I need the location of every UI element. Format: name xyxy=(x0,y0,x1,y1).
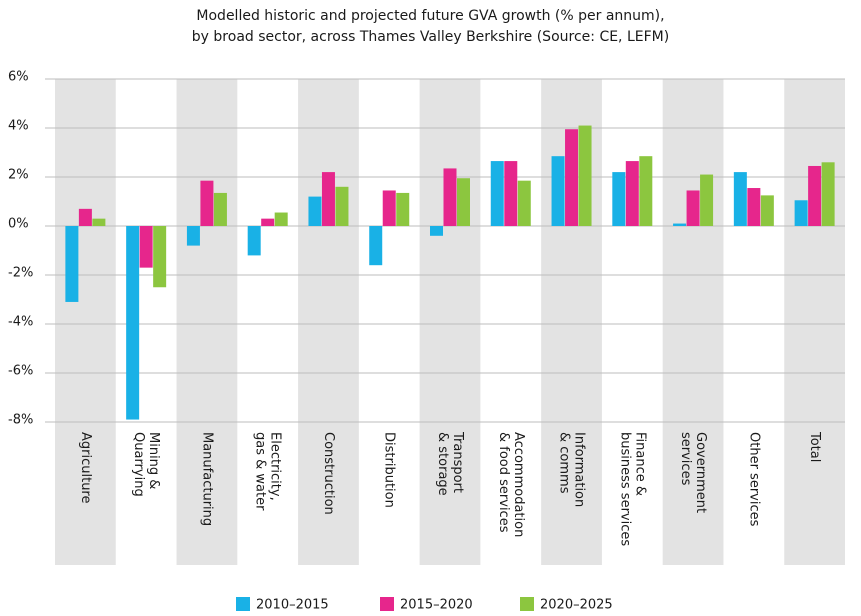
bar xyxy=(139,226,153,268)
y-tick-label: -6% xyxy=(8,364,33,379)
x-tick-label: Information & comms xyxy=(556,432,587,508)
bar xyxy=(78,208,92,226)
x-tick-label: Electricity, gas & water xyxy=(252,432,283,511)
bar xyxy=(65,226,79,302)
bar xyxy=(457,178,470,226)
bar xyxy=(673,223,687,226)
y-tick-label: -2% xyxy=(8,266,33,281)
bar xyxy=(578,125,592,226)
bar xyxy=(274,212,288,226)
bar xyxy=(565,129,579,226)
legend-label: 2015–2020 xyxy=(400,598,473,613)
legend-swatch xyxy=(520,597,534,611)
bar xyxy=(247,226,261,256)
bar xyxy=(126,226,140,420)
y-tick-label: -8% xyxy=(8,413,33,428)
legend-label: 2010–2015 xyxy=(256,598,329,613)
bar xyxy=(382,190,396,226)
bar xyxy=(794,200,808,226)
bar xyxy=(504,161,518,226)
y-tick-label: 4% xyxy=(8,119,29,134)
x-tick-label: Government services xyxy=(678,432,709,514)
x-tick-label: Mining & Quarrying xyxy=(131,432,162,497)
band-shade xyxy=(662,79,724,565)
x-tick-label: Manufacturing xyxy=(199,432,215,527)
bar xyxy=(92,218,106,226)
band-shade xyxy=(298,79,359,565)
legend-swatch xyxy=(380,597,394,611)
bar xyxy=(760,195,774,226)
bar xyxy=(261,218,275,226)
bar xyxy=(612,172,626,226)
y-tick-label: 0% xyxy=(8,217,29,232)
bar xyxy=(186,226,200,246)
bar xyxy=(490,161,504,226)
bar xyxy=(153,226,167,288)
chart-title: by broad sector, across Thames Valley Be… xyxy=(191,29,670,45)
band-shade xyxy=(55,79,116,565)
y-tick-label: 6% xyxy=(8,70,29,85)
bar xyxy=(335,186,349,226)
bar xyxy=(369,226,383,266)
bar xyxy=(639,156,653,226)
legend-swatch xyxy=(236,597,250,611)
band-shade xyxy=(784,79,845,565)
band-shade xyxy=(419,79,481,565)
bar xyxy=(321,172,335,226)
bar xyxy=(625,161,639,226)
bar xyxy=(700,174,714,226)
bar xyxy=(443,168,457,226)
bar xyxy=(551,156,565,226)
bar xyxy=(200,180,214,226)
x-tick-label: Distribution xyxy=(381,432,397,508)
chart-title: Modelled historic and projected future G… xyxy=(196,8,665,24)
bar xyxy=(747,188,761,226)
x-tick-label: Other services xyxy=(746,432,762,527)
x-tick-label: Accommodation & food services xyxy=(495,432,526,538)
bar xyxy=(430,226,443,236)
bar xyxy=(686,190,700,226)
x-tick-label: Agriculture xyxy=(77,432,93,504)
bar xyxy=(308,196,322,226)
bar xyxy=(213,192,227,226)
x-tick-label: Total xyxy=(807,432,823,463)
legend-label: 2020–2025 xyxy=(540,598,613,613)
band-shade xyxy=(176,79,238,565)
y-tick-label: -4% xyxy=(8,315,33,330)
x-tick-label: Construction xyxy=(320,432,336,515)
bar xyxy=(821,162,835,226)
bar xyxy=(396,192,410,226)
bar xyxy=(733,172,747,226)
y-tick-label: 2% xyxy=(8,168,29,183)
x-tick-label: Finance & business services xyxy=(617,432,648,547)
x-tick-label: Transport & storage xyxy=(435,432,465,496)
bar xyxy=(808,165,822,226)
bar xyxy=(517,180,531,226)
